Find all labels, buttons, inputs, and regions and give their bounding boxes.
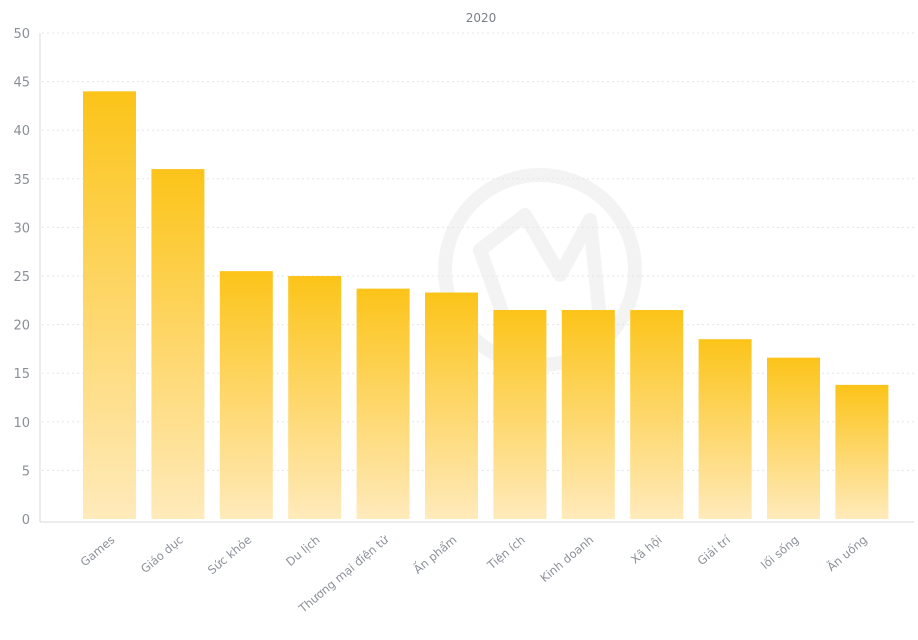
chart-title: 2020 — [466, 11, 497, 25]
x-tick-label: Games — [78, 533, 118, 570]
y-tick-label: 20 — [13, 319, 30, 334]
bar — [493, 310, 547, 519]
x-tick-label: Ấn phẩm — [410, 531, 460, 576]
x-tick-label: Tiện ích — [484, 533, 528, 573]
bar — [356, 288, 410, 519]
bar — [288, 276, 342, 519]
bar — [151, 169, 205, 519]
axes — [39, 33, 914, 523]
y-tick-label: 15 — [13, 367, 30, 382]
y-tick-label: 30 — [13, 221, 30, 236]
y-tick-label: 35 — [13, 173, 30, 188]
y-tick-label: 50 — [13, 27, 30, 42]
x-tick-label: Giáo dục — [138, 533, 186, 576]
x-tick-label: Giải trí — [695, 532, 734, 568]
x-tick-label: Ăn uống — [824, 532, 870, 574]
bar — [83, 91, 136, 519]
y-tick-label: 25 — [13, 270, 30, 285]
bars — [83, 91, 889, 519]
bar — [561, 310, 615, 519]
bar — [767, 357, 820, 519]
bar — [219, 271, 273, 519]
bar — [425, 292, 478, 519]
x-tick-label: Sức khỏe — [205, 533, 254, 578]
bar — [630, 310, 684, 519]
y-tick-label: 0 — [22, 513, 30, 528]
y-tick-label: 45 — [13, 76, 30, 91]
x-tick-label: Du lịch — [283, 533, 322, 569]
x-tick-label: lối sống — [758, 533, 801, 572]
y-tick-label: 5 — [22, 464, 30, 479]
x-tick-label: Xã hội — [628, 533, 665, 567]
bar — [698, 339, 752, 519]
y-tick-label: 40 — [13, 124, 30, 139]
y-tick-labels: 0 5 10 15 20 25 30 35 40 45 50 — [13, 27, 30, 528]
bar — [835, 384, 889, 519]
y-tick-label: 10 — [13, 416, 30, 431]
x-tick-label: Kinh doanh — [537, 533, 596, 585]
